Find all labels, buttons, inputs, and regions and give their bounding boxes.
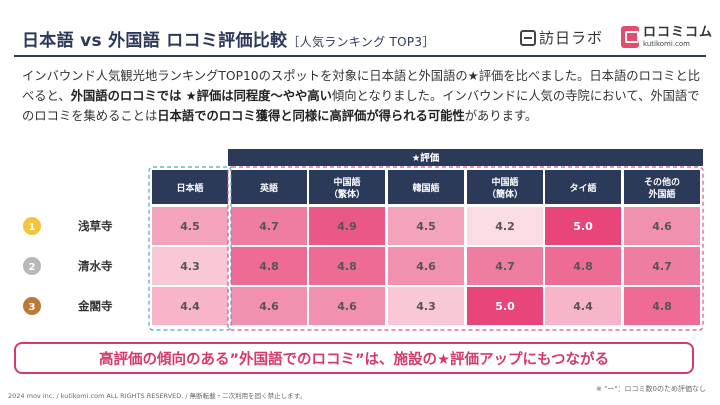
column-header-3 — [388, 170, 464, 204]
houjin-labo-logo-icon — [520, 29, 536, 46]
cell-value: 4.5 — [180, 220, 200, 233]
column-header-label: （繁体） — [329, 188, 365, 200]
column-header-label: 中国語 — [491, 176, 518, 188]
row-label-temple: 清水寺 — [78, 259, 113, 273]
column-header-label: 日本語 — [176, 182, 203, 194]
row-label-temple: 金閣寺 — [77, 299, 113, 313]
rank-badge-1 — [23, 217, 41, 235]
heatmap-cell — [152, 247, 228, 285]
heatmap-cell — [624, 207, 700, 245]
kutikomi-com-logo-subtext: kutikomi.com — [643, 40, 690, 48]
callout-text: 高評価の傾向のある”外国語でのロコミ”は、施設の★評価アップにもつながる — [99, 351, 609, 368]
copyright-footer: 2024 mov inc. / kutikomi.com ALL RIGHTS … — [8, 392, 307, 400]
column-header-4 — [467, 170, 543, 204]
cell-value: 4.7 — [495, 260, 515, 273]
cell-value: 4.3 — [180, 260, 200, 273]
cell-value: 4.6 — [259, 300, 279, 313]
cell-value: 4.9 — [337, 220, 357, 233]
heatmap-cell — [309, 287, 385, 325]
footnote: ※ "ー"：ロコミ数0のため評価なし — [596, 385, 706, 393]
houjin-labo-logo-text: 訪日ラボ — [539, 29, 604, 47]
cell-value: 4.8 — [573, 260, 593, 273]
heatmap-cell — [388, 207, 464, 245]
cell-value: 4.4 — [180, 300, 200, 313]
intro-text: インバウンド人気観光地ランキングTOP10のスポットを対象に日本語と外国語の★評… — [22, 66, 702, 126]
title-sub: ［人気ランキング TOP3］ — [287, 35, 435, 49]
intro-text-2: 傾向となりました。インバウンドに人気の寺院において、外国語でのロコミを集めること… — [22, 89, 700, 123]
column-header-label: タイ語 — [569, 182, 596, 194]
page-title: 日本語 vs 外国語 ロコミ評価比較［人気ランキング TOP3］ — [22, 26, 435, 51]
heatmap-cell — [231, 207, 307, 245]
rank-badge-3 — [23, 297, 41, 315]
column-header-label: 中国語 — [333, 176, 360, 188]
rank-number: 3 — [29, 302, 36, 313]
heatmap-cell — [467, 207, 543, 245]
column-header-label: 外国語 — [647, 188, 675, 200]
column-header-label: 英語 — [259, 182, 278, 194]
cell-value: 4.6 — [652, 220, 672, 233]
cell-value: 4.6 — [416, 260, 436, 273]
kutikomi-com-logo[interactable]: ロコミコム kutikomi.com — [621, 26, 713, 48]
heatmap-cell — [309, 207, 385, 245]
cell-value: 5.0 — [573, 220, 593, 233]
header-divider — [14, 55, 706, 57]
column-header-label: その他の — [644, 176, 680, 188]
cell-value: 4.8 — [259, 260, 279, 273]
column-header-label: （簡体） — [487, 188, 523, 200]
cell-value: 4.4 — [573, 300, 593, 313]
column-header-5 — [545, 170, 621, 204]
heatmap-cell — [152, 207, 228, 245]
heatmap-cell — [231, 287, 307, 325]
column-header-6 — [624, 170, 700, 204]
heatmap-cell — [388, 247, 464, 285]
heatmap-cell — [545, 207, 621, 245]
chart-title-bar — [228, 149, 703, 166]
column-header-2 — [309, 170, 385, 204]
cell-value: 4.3 — [416, 300, 436, 313]
intro-text-1: インバウンド人気観光地ランキングTOP10のスポットを対象に日本語と外国語の★評… — [22, 69, 701, 103]
heatmap-cell — [231, 247, 307, 285]
conclusion-callout: 高評価の傾向のある”外国語でのロコミ”は、施設の★評価アップにもつながる — [14, 342, 694, 374]
foreign-group-border — [227, 166, 704, 331]
rank-number: 1 — [29, 222, 36, 233]
column-header-label: 韓国語 — [412, 182, 439, 194]
cell-value: 4.8 — [652, 300, 672, 313]
japanese-group-border — [148, 166, 232, 331]
cell-value: 4.7 — [259, 220, 279, 233]
intro-bold-1: 外国語のロコミでは ★評価は同程度〜やや高い — [70, 89, 332, 103]
intro-bold-2: 日本語でのロコミ獲得と同様に高評価が得られる可能性 — [157, 109, 465, 123]
heatmap-cell — [624, 247, 700, 285]
kutikomi-com-logo-text: ロコミコム — [643, 25, 714, 40]
column-header-0 — [152, 170, 228, 204]
column-header-1 — [231, 170, 307, 204]
heatmap-cell — [388, 287, 464, 325]
heatmap-cell — [624, 287, 700, 325]
houjin-labo-logo[interactable]: 訪日ラボ — [520, 27, 603, 48]
heatmap-cell — [545, 247, 621, 285]
cell-value: 4.5 — [416, 220, 436, 233]
heatmap-cell — [309, 247, 385, 285]
row-label-temple: 浅草寺 — [78, 219, 113, 233]
cell-value: 4.2 — [495, 220, 515, 233]
heatmap-cell — [467, 287, 543, 325]
cell-value: 4.7 — [652, 260, 672, 273]
cell-value: 4.6 — [337, 300, 357, 313]
cell-value: 5.0 — [495, 300, 515, 313]
cell-value: 4.8 — [337, 260, 357, 273]
heatmap-cell — [467, 247, 543, 285]
header: 日本語 vs 外国語 ロコミ評価比較［人気ランキング TOP3］ 訪日ラボ ロコ… — [0, 0, 720, 60]
kutikomi-com-logo-icon — [621, 26, 639, 48]
rank-badge-2 — [23, 257, 41, 275]
rank-number: 2 — [29, 262, 36, 273]
chart-title: ★評価 — [412, 152, 440, 164]
title-main: 日本語 vs 外国語 ロコミ評価比較 — [22, 31, 288, 51]
heatmap-cell — [545, 287, 621, 325]
intro-text-3: があります。 — [464, 109, 538, 123]
heatmap-cell — [152, 287, 228, 325]
